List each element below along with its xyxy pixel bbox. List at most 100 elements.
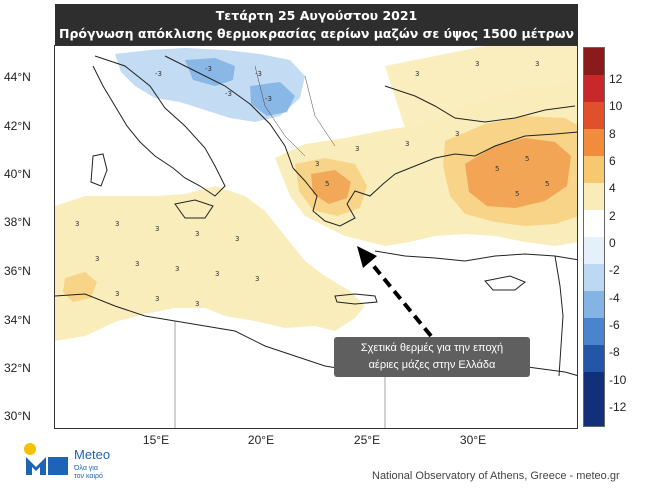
meteo-logo-tagline-2: τον καιρό bbox=[74, 473, 103, 480]
colorbar-label-2: 2 bbox=[609, 209, 616, 223]
pv-hot-5: 5 bbox=[515, 190, 519, 198]
coast-adriatic bbox=[164, 55, 294, 169]
annotation-box: Σχετικά θερμές για την εποχή αέριες μάζε… bbox=[334, 337, 530, 377]
warm-zone-central-med bbox=[55, 186, 365, 341]
pv-warm-20: 3 bbox=[535, 60, 539, 68]
lon-label-25: 25°E bbox=[353, 433, 381, 447]
colorbar-label-0: 0 bbox=[609, 236, 616, 250]
pv-warm-11: 3 bbox=[115, 290, 119, 298]
colorbar-label-10: 10 bbox=[609, 99, 623, 113]
colorbar-swatch bbox=[584, 372, 604, 400]
map-title-description: Πρόγνωση απόκλισης θερμοκρασίας αερίων μ… bbox=[58, 26, 574, 41]
annotation-arrow bbox=[357, 246, 433, 338]
pv-warm-3: 3 bbox=[155, 225, 159, 233]
colorbar-swatch bbox=[584, 399, 604, 426]
hot-pocket-greece bbox=[311, 170, 351, 204]
map-title-bar: Τετάρτη 25 Αυγούστου 2021 Πρόγνωση απόκλ… bbox=[55, 4, 578, 46]
colorbar-swatch bbox=[584, 210, 604, 238]
lat-label-44: 44°N bbox=[4, 70, 31, 84]
pv-cool-2: -3 bbox=[205, 65, 212, 73]
coast-sardinia bbox=[90, 153, 108, 187]
colorbar-swatch bbox=[584, 48, 604, 76]
pv-warm-16: 3 bbox=[405, 140, 409, 148]
colorbar-label-minus4: -4 bbox=[609, 291, 620, 305]
colorbar-label-6: 6 bbox=[609, 154, 616, 168]
pv-hot-1: 5 bbox=[325, 180, 329, 188]
annotation-line-2: αέριες μάζες στην Ελλάδα bbox=[368, 359, 496, 371]
meteo-logo[interactable]: Meteo Όλα για τον καιρό bbox=[22, 441, 122, 481]
lat-label-32: 32°N bbox=[4, 361, 31, 375]
pv-warm-7: 3 bbox=[135, 260, 139, 268]
annotation-line-1: Σχετικά θερμές για την εποχή bbox=[360, 342, 504, 354]
pv-warm-1: 3 bbox=[75, 220, 79, 228]
pv-cool-1: -3 bbox=[155, 70, 162, 78]
lat-label-30: 30°N bbox=[4, 409, 31, 423]
colorbar-label-8: 8 bbox=[609, 127, 616, 141]
lon-label-15: 15°E bbox=[142, 433, 170, 447]
colorbar-label-4: 4 bbox=[609, 181, 616, 195]
pv-warm-18: 3 bbox=[415, 70, 419, 78]
coast-italy bbox=[92, 55, 226, 197]
cooler-zone-croatia bbox=[185, 58, 235, 86]
colorbar-swatch bbox=[584, 129, 604, 157]
meteo-logo-tagline: Όλα για τον καιρό bbox=[74, 465, 103, 481]
colorbar-swatch bbox=[584, 102, 604, 130]
pv-warm-15: 3 bbox=[355, 145, 359, 153]
point-values: 3 3 3 3 3 3 3 3 3 3 3 3 3 3 3 3 3 3 3 3 … bbox=[75, 60, 549, 308]
lat-label-42: 42°N bbox=[4, 119, 31, 133]
colorbar-swatch bbox=[584, 183, 604, 211]
pv-warm-19: 3 bbox=[475, 60, 479, 68]
source-credit: National Observatory of Athens, Greece -… bbox=[372, 470, 620, 482]
colorbar-swatches bbox=[584, 48, 604, 426]
pv-hot-4: 5 bbox=[545, 180, 549, 188]
pv-cool-3: -3 bbox=[255, 70, 262, 78]
coast-levant bbox=[554, 255, 564, 377]
colorbar-swatch bbox=[584, 345, 604, 373]
lat-label-40: 40°N bbox=[4, 167, 31, 181]
coast-crete bbox=[334, 293, 378, 305]
coast-turkey-south bbox=[374, 250, 577, 262]
colorbar-label-minus6: -6 bbox=[609, 318, 620, 332]
colorbar-swatch bbox=[584, 291, 604, 319]
pv-hot-2: 5 bbox=[495, 165, 499, 173]
meteo-logo-icon bbox=[24, 443, 68, 475]
lat-label-34: 34°N bbox=[4, 313, 31, 327]
pv-warm-4: 3 bbox=[195, 230, 199, 238]
pv-warm-9: 3 bbox=[215, 270, 219, 278]
hot-pocket-turkey bbox=[465, 138, 571, 208]
colorbar-swatch bbox=[584, 264, 604, 292]
warm-zone-north bbox=[385, 46, 577, 128]
meteo-logo-name: Meteo bbox=[74, 447, 111, 462]
coast-black-sea bbox=[384, 85, 576, 123]
pv-warm-13: 3 bbox=[195, 300, 199, 308]
pv-warm-14: 3 bbox=[315, 160, 319, 168]
lat-label-36: 36°N bbox=[4, 264, 31, 278]
coast-sicily bbox=[174, 199, 214, 219]
colorbar-swatch bbox=[584, 237, 604, 265]
pv-warm-8: 3 bbox=[175, 265, 179, 273]
meteo-logo-tagline-1: Όλα για bbox=[74, 465, 98, 472]
pv-warm-10: 3 bbox=[255, 275, 259, 283]
map-title-date: Τετάρτη 25 Αυγούστου 2021 bbox=[215, 8, 418, 23]
lon-label-20: 20°E bbox=[247, 433, 275, 447]
colorbar-label-minus10: -10 bbox=[609, 373, 627, 387]
colorbar-swatch bbox=[584, 318, 604, 346]
colorbar-swatch bbox=[584, 156, 604, 184]
lon-label-30: 30°E bbox=[459, 433, 487, 447]
coast-greece bbox=[292, 167, 396, 227]
border-balkans-2 bbox=[304, 75, 336, 147]
pv-cool-5: -3 bbox=[225, 90, 232, 98]
colorbar-label-12: 12 bbox=[609, 72, 623, 86]
colorbar-swatch bbox=[584, 75, 604, 103]
pv-warm-5: 3 bbox=[235, 235, 239, 243]
border-balkans-1 bbox=[254, 65, 306, 157]
coast-cyprus bbox=[484, 275, 526, 291]
colorbar-label-minus12: -12 bbox=[609, 400, 627, 414]
coast-turkey bbox=[394, 131, 577, 175]
pv-warm-6: 3 bbox=[95, 255, 99, 263]
colorbar bbox=[583, 47, 605, 427]
lat-label-38: 38°N bbox=[4, 215, 31, 229]
pv-cool-4: -3 bbox=[265, 95, 272, 103]
colorbar-label-minus8: -8 bbox=[609, 345, 620, 359]
pv-hot-3: 5 bbox=[525, 155, 529, 163]
